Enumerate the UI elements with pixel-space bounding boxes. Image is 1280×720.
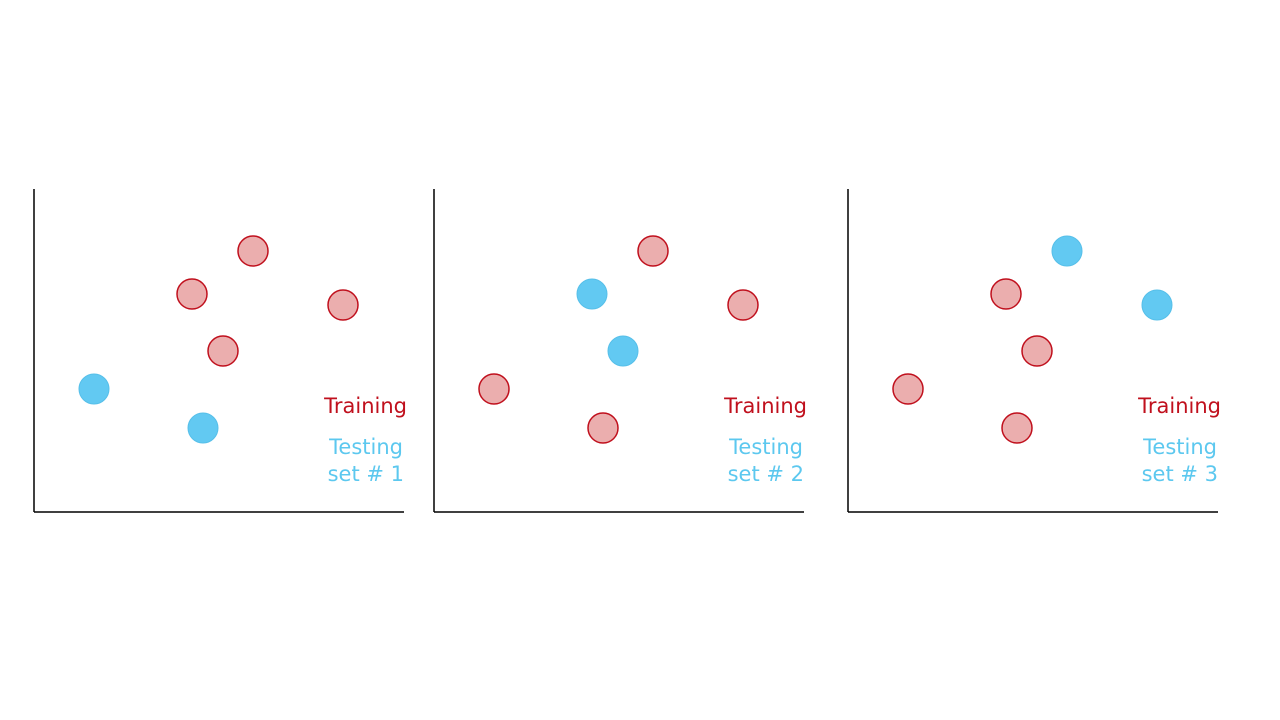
- testing-label-line1: Testing: [1142, 435, 1217, 459]
- testing-label-line2: set # 3: [1142, 462, 1218, 486]
- training-point-1: [637, 235, 669, 267]
- training-label: Training: [1137, 394, 1221, 418]
- training-point-3: [327, 289, 359, 321]
- training-point-5: [892, 373, 924, 405]
- training-label: Training: [723, 394, 807, 418]
- training-point-2: [990, 278, 1022, 310]
- testing-point-1: [1051, 235, 1083, 267]
- training-point-5: [478, 373, 510, 405]
- training-point-4: [207, 335, 239, 367]
- training-point-2: [176, 278, 208, 310]
- panel-2: Training Testing set # 2: [433, 189, 807, 513]
- testing-label-line1: Testing: [328, 435, 403, 459]
- training-point-4: [1021, 335, 1053, 367]
- testing-point-2: [576, 278, 608, 310]
- testing-point-6: [187, 412, 219, 444]
- testing-label-line1: Testing: [728, 435, 803, 459]
- training-point-3: [727, 289, 759, 321]
- testing-point-4: [607, 335, 639, 367]
- testing-point-5: [78, 373, 110, 405]
- panel-3: Training Testing set # 3: [847, 189, 1221, 513]
- testing-label-line2: set # 1: [328, 462, 404, 486]
- testing-point-3: [1141, 289, 1173, 321]
- training-point-6: [587, 412, 619, 444]
- testing-label-line2: set # 2: [728, 462, 804, 486]
- training-label: Training: [323, 394, 407, 418]
- training-point-6: [1001, 412, 1033, 444]
- panel-1: Training Testing set # 1: [33, 189, 407, 513]
- training-point-1: [237, 235, 269, 267]
